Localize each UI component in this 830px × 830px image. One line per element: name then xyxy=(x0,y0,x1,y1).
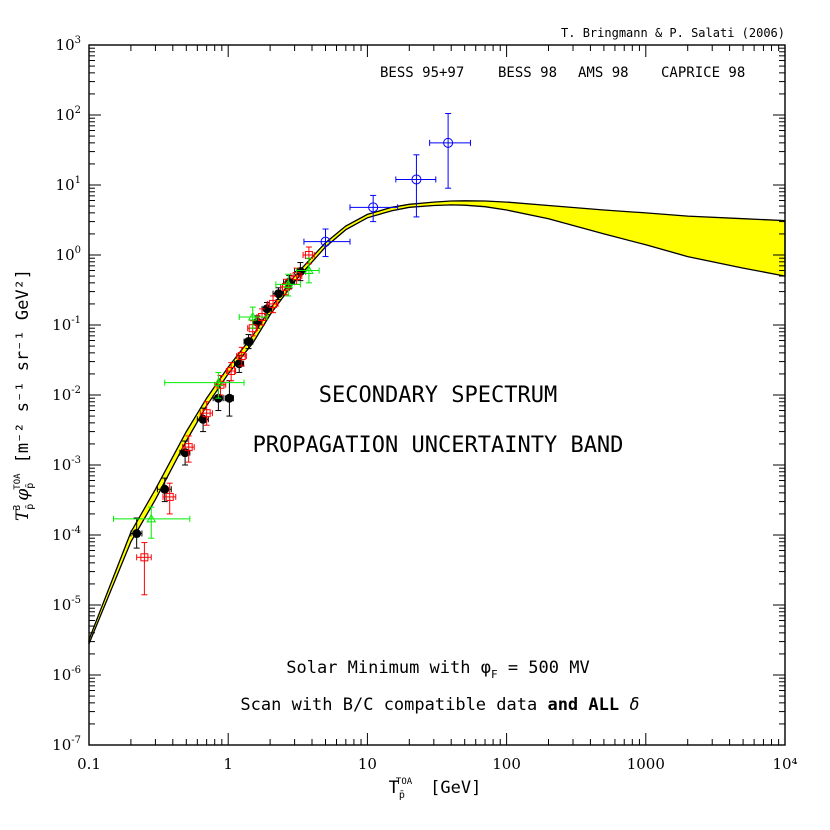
legend-entry-ams-98: AMS 98 xyxy=(578,65,629,81)
y-label-main: T xyxy=(13,508,33,521)
legend: BESS 95+97 BESS 98 AMS 98 CAPRICE 98 xyxy=(380,65,745,81)
y-tick-label: 10-1 xyxy=(52,315,81,334)
data-point xyxy=(146,513,157,523)
data-point xyxy=(247,312,258,321)
x-axis-label: Tp̄ TOA [GeV] xyxy=(389,777,482,801)
credit-label: T. Bringmann & P. Salati (2006) xyxy=(561,26,785,40)
x-tick-label: 10 xyxy=(358,755,377,773)
solar-minimum-text: Solar Minimum with φ xyxy=(286,658,491,678)
data-point xyxy=(269,299,278,308)
series-caprice-98 xyxy=(303,113,471,258)
y-tick-label: 100 xyxy=(56,245,81,264)
data-point xyxy=(216,380,225,389)
data-point xyxy=(184,443,193,452)
y-axis-label: Tp̄3φp̄TOA[m⁻² s⁻¹ sr⁻¹ GeV²] xyxy=(12,269,36,521)
legend-entry-caprice-98: CAPRICE 98 xyxy=(661,65,745,81)
y-label-phi-sub: p̄ xyxy=(25,483,36,489)
annotation-propagation-band: PROPAGATION UNCERTAINTY BAND xyxy=(253,433,624,458)
series-bess-95-97 xyxy=(130,262,307,549)
y-tick-label: 10-6 xyxy=(52,665,81,684)
data-point xyxy=(304,265,314,275)
y-label-unit: [m⁻² s⁻¹ sr⁻¹ GeV²] xyxy=(13,269,33,463)
y-tick-label: 10-2 xyxy=(52,385,81,404)
annotation-solar-minimum: Solar Minimum with φF = 500 MV xyxy=(286,658,589,681)
data-point xyxy=(140,553,149,562)
solar-minimum-rest: = 500 MV xyxy=(498,658,590,678)
series-bess-98 xyxy=(136,246,315,596)
legend-entry-bess-95-97: BESS 95+97 xyxy=(380,65,464,81)
y-tick-label: 10-7 xyxy=(52,735,81,754)
y-tick-label: 10-3 xyxy=(52,455,81,474)
axes: 0.1 1 10 100 1000 10⁴ 10-7 10-6 10-5 10-4 10-3 10-2… xyxy=(52,35,797,773)
annotation-secondary-spectrum: SECONDARY SPECTRUM xyxy=(319,383,557,408)
series-ams-98 xyxy=(113,257,320,539)
scan-text: Scan with B/C compatible data xyxy=(240,695,547,715)
y-label-phi-sup: TOA xyxy=(13,473,23,490)
y-tick-label: 102 xyxy=(56,105,81,124)
data-point xyxy=(213,377,224,387)
data-point xyxy=(443,137,454,148)
x-tick-label: 100 xyxy=(492,755,521,773)
data-point xyxy=(160,484,170,494)
data-point xyxy=(411,174,422,185)
scan-bold: and ALL xyxy=(547,695,619,715)
data-point xyxy=(320,236,331,247)
data-point xyxy=(132,529,142,539)
x-label-unit: [GeV] xyxy=(430,778,481,798)
x-tick-label: 0.1 xyxy=(77,755,101,773)
data-point xyxy=(224,393,234,403)
x-tick-label: 10⁴ xyxy=(772,755,797,773)
y-tick-label: 10-5 xyxy=(52,595,81,614)
x-tick-label: 1000 xyxy=(627,755,665,773)
propagation-band xyxy=(88,200,786,644)
data-point xyxy=(295,267,305,277)
y-tick-label: 101 xyxy=(56,175,81,194)
data-point xyxy=(202,409,211,418)
x-label-sub: p̄ xyxy=(399,790,405,801)
data-point xyxy=(237,352,246,361)
y-tick-label: 10-4 xyxy=(52,525,81,544)
uncertainty-band xyxy=(88,200,786,644)
y-tick-label: 103 xyxy=(56,35,81,54)
data-point xyxy=(274,289,284,299)
y-label-phi: φ xyxy=(13,489,33,501)
scan-delta: δ xyxy=(619,695,639,715)
data-point xyxy=(165,492,174,501)
annotation-scan: Scan with B/C compatible data and ALL δ xyxy=(240,695,639,715)
y-label-sup: 3 xyxy=(12,505,23,511)
data-point xyxy=(283,279,294,288)
data-point xyxy=(227,367,236,376)
x-label-sup: TOA xyxy=(396,777,413,787)
data-point xyxy=(244,337,254,347)
data-points xyxy=(113,113,471,596)
solar-minimum-sub: F xyxy=(491,668,498,681)
x-label-main: T xyxy=(389,778,399,798)
legend-entry-bess-98: BESS 98 xyxy=(498,65,557,81)
x-tick-label: 1 xyxy=(223,755,233,773)
y-label-sub: p̄ xyxy=(25,504,36,510)
data-point xyxy=(368,202,379,213)
data-point xyxy=(234,359,244,369)
